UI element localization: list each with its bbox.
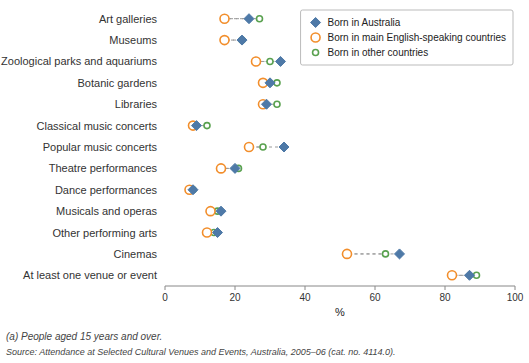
x-tick — [305, 286, 306, 290]
x-tick — [515, 286, 516, 290]
dot — [220, 14, 229, 23]
dot — [448, 271, 457, 280]
dot — [245, 143, 254, 152]
dot — [465, 270, 475, 280]
dot — [192, 121, 202, 131]
x-tick — [235, 286, 236, 290]
x-axis: 0 20 40 60 80 100 — [162, 286, 524, 303]
dot — [343, 249, 352, 258]
y-tick-label: Botanic gardens — [78, 77, 158, 89]
legend-box — [301, 10, 513, 65]
dot — [220, 36, 229, 45]
annotation: (a) People aged 15 years and over. — [6, 331, 162, 342]
legend-label: Born in main English-speaking countries — [328, 32, 506, 43]
y-tick-label: Popular music concerts — [43, 141, 158, 153]
x-tick-label: 40 — [299, 292, 311, 303]
dot — [276, 56, 286, 66]
y-tick-label: Other performing arts — [52, 227, 157, 239]
y-tick-label: Museums — [109, 34, 157, 46]
dot — [203, 228, 212, 237]
dot — [383, 251, 389, 257]
dot — [244, 14, 254, 24]
dot — [257, 16, 263, 22]
x-tick — [165, 286, 166, 290]
dot — [230, 163, 240, 173]
chart-container: Art galleries Museums Zoological parks and… — [0, 0, 529, 363]
legend-key — [311, 18, 321, 28]
y-tick-label: Musicals and operas — [56, 205, 157, 217]
legend: Born in Australia Born in main English-sp… — [301, 10, 513, 65]
dot — [267, 58, 273, 64]
x-tick — [375, 286, 376, 290]
legend-label: Born in other countries — [328, 47, 429, 58]
y-tick-label: Zoological parks and aquariums — [1, 55, 157, 67]
chart: Art galleries Museums Zoological parks and… — [0, 0, 529, 363]
x-tick-label: 0 — [162, 292, 168, 303]
x-axis-line — [165, 286, 515, 287]
y-tick-label: Classical music concerts — [37, 120, 158, 132]
legend-label: Born in Australia — [328, 17, 401, 28]
y-tick-label: Libraries — [115, 98, 158, 110]
dot — [188, 185, 198, 195]
dot — [237, 35, 247, 45]
dot — [395, 249, 405, 259]
dot — [274, 101, 280, 107]
dot — [216, 206, 226, 216]
dot — [252, 57, 261, 66]
range-line — [347, 253, 400, 254]
x-tick-label: 20 — [229, 292, 241, 303]
dot — [260, 144, 266, 150]
y-tick-label: At least one venue or event — [23, 269, 157, 281]
x-tick-label: 100 — [507, 292, 524, 303]
annotation: Source: Attendance at Selected Cultural … — [6, 347, 396, 357]
dot — [265, 78, 275, 88]
y-tick-labels: Art galleries Museums Zoological parks and… — [1, 13, 157, 282]
legend-key — [311, 33, 320, 42]
x-tick-label: 80 — [439, 292, 451, 303]
y-tick-label: Theatre performances — [49, 162, 158, 174]
x-tick-label: 60 — [369, 292, 381, 303]
y-tick-label: Dance performances — [55, 184, 158, 196]
dot — [213, 228, 223, 238]
x-axis-label: % — [335, 306, 345, 318]
dot — [204, 123, 210, 129]
dot — [206, 207, 215, 216]
dot — [279, 142, 289, 152]
y-tick-label: Art galleries — [99, 13, 158, 25]
dot — [217, 164, 226, 173]
legend-key — [313, 50, 319, 56]
y-tick-label: Cinemas — [114, 248, 158, 260]
dot — [262, 99, 272, 109]
x-tick — [445, 286, 446, 290]
